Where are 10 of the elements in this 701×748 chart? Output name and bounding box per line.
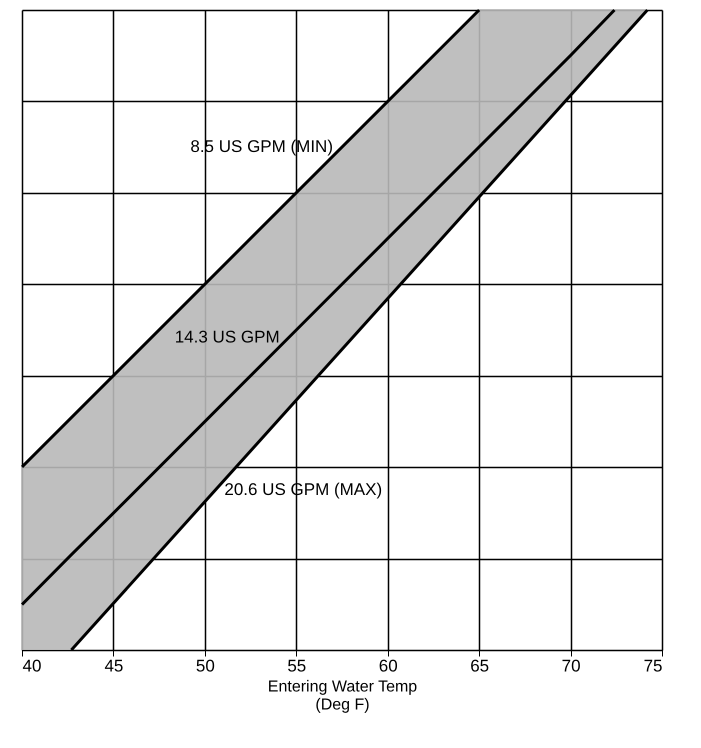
x-tick-label: 55: [287, 656, 306, 676]
x-tick-label: 60: [378, 656, 398, 676]
x-tick-label: 40: [22, 656, 42, 676]
x-axis-title: Entering Water Temp (Deg F): [268, 678, 418, 714]
x-tick-label: 75: [644, 656, 662, 676]
x-tick-label: 50: [196, 656, 215, 676]
x-tick-label: 45: [104, 656, 124, 676]
x-tick-label: 70: [562, 656, 581, 676]
series-label: 14.3 US GPM: [174, 328, 280, 347]
x-tick-label: 65: [470, 656, 490, 676]
